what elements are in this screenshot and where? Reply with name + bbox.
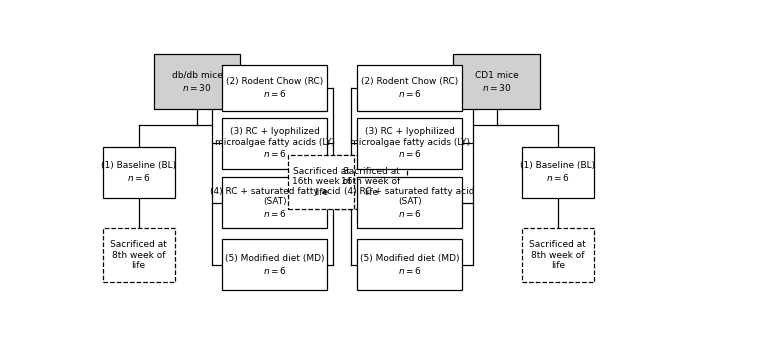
FancyBboxPatch shape	[223, 177, 327, 228]
FancyBboxPatch shape	[357, 118, 462, 169]
Text: (5) Modified diet (MD)
$n = 6$: (5) Modified diet (MD) $n = 6$	[360, 254, 459, 276]
Text: Sacrificed at
8th week of
life: Sacrificed at 8th week of life	[110, 240, 167, 270]
FancyBboxPatch shape	[522, 228, 594, 282]
Text: (1) Baseline (BL)
$n = 6$: (1) Baseline (BL) $n = 6$	[520, 162, 595, 183]
FancyBboxPatch shape	[522, 147, 594, 198]
FancyBboxPatch shape	[223, 65, 327, 111]
FancyBboxPatch shape	[357, 65, 462, 111]
Text: (3) RC + lyophilized
microalgae fatty acids (LY)
$n = 6$: (3) RC + lyophilized microalgae fatty ac…	[349, 127, 470, 159]
Text: (2) Rodent Chow (RC)
$n = 6$: (2) Rodent Chow (RC) $n = 6$	[361, 77, 458, 99]
FancyBboxPatch shape	[357, 177, 462, 228]
Text: (5) Modified diet (MD)
$n = 6$: (5) Modified diet (MD) $n = 6$	[225, 254, 325, 276]
FancyBboxPatch shape	[335, 155, 407, 209]
FancyBboxPatch shape	[154, 54, 240, 109]
Text: (2) Rodent Chow (RC)
$n = 6$: (2) Rodent Chow (RC) $n = 6$	[226, 77, 323, 99]
Text: (4) RC + saturated fatty acid
(SAT)
$n = 6$: (4) RC + saturated fatty acid (SAT) $n =…	[209, 187, 340, 219]
Text: Sacrificed at
8th week of
life: Sacrificed at 8th week of life	[530, 240, 587, 270]
Text: Sacrificed at
16th week of
life: Sacrificed at 16th week of life	[342, 167, 400, 197]
Text: db/db mice
$n = 30$: db/db mice $n = 30$	[172, 71, 223, 93]
Text: (3) RC + lyophilized
microalgae fatty acids (LY)
$n = 6$: (3) RC + lyophilized microalgae fatty ac…	[215, 127, 335, 159]
FancyBboxPatch shape	[103, 147, 175, 198]
FancyBboxPatch shape	[223, 239, 327, 290]
Text: CD1 mice
$n = 30$: CD1 mice $n = 30$	[475, 71, 519, 93]
FancyBboxPatch shape	[103, 228, 175, 282]
FancyBboxPatch shape	[453, 54, 540, 109]
FancyBboxPatch shape	[357, 239, 462, 290]
Text: (1) Baseline (BL)
$n = 6$: (1) Baseline (BL) $n = 6$	[101, 162, 176, 183]
Text: (4) RC + saturated fatty acid
(SAT)
$n = 6$: (4) RC + saturated fatty acid (SAT) $n =…	[345, 187, 475, 219]
Text: Sacrificed at
16th week of
life: Sacrificed at 16th week of life	[291, 167, 351, 197]
FancyBboxPatch shape	[223, 118, 327, 169]
FancyBboxPatch shape	[288, 155, 354, 209]
